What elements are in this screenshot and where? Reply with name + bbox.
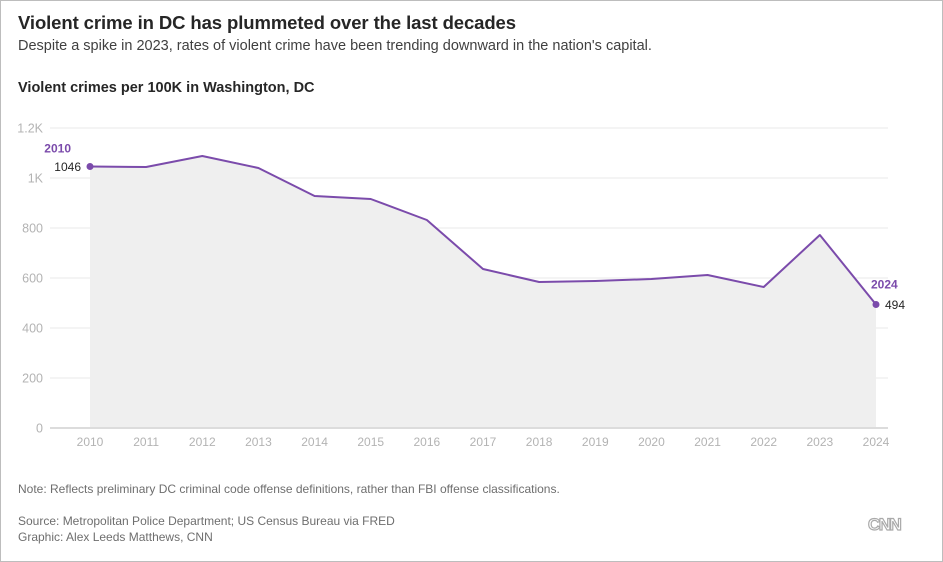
x-tick-label: 2022 xyxy=(750,435,777,449)
y-tick-label: 800 xyxy=(22,222,43,236)
x-tick-label: 2020 xyxy=(638,435,665,449)
graphic-credit: Graphic: Alex Leeds Matthews, CNN xyxy=(18,530,213,544)
y-tick-label: 1.2K xyxy=(17,122,43,136)
y-tick-label: 0 xyxy=(36,422,43,436)
annotation-year-label: 2024 xyxy=(871,278,898,292)
data-point xyxy=(86,163,94,170)
source-text: Source: Metropolitan Police Department; … xyxy=(18,514,395,528)
x-tick-label: 2010 xyxy=(77,435,104,449)
footnote: Note: Reflects preliminary DC criminal c… xyxy=(18,482,560,496)
x-tick-label: 2018 xyxy=(526,435,553,449)
x-tick-label: 2015 xyxy=(357,435,384,449)
area-fill xyxy=(90,156,876,428)
annotation-year-label: 2010 xyxy=(44,142,71,156)
x-tick-label: 2019 xyxy=(582,435,609,449)
chart-subtitle: Despite a spike in 2023, rates of violen… xyxy=(18,38,652,54)
annotation-value-label: 1046 xyxy=(54,160,81,174)
x-tick-label: 2017 xyxy=(470,435,497,449)
x-tick-label: 2012 xyxy=(189,435,216,449)
x-tick-label: 2011 xyxy=(133,435,159,449)
data-point xyxy=(872,301,880,308)
data-points xyxy=(86,163,880,308)
annotations: 2010 1046 2024 494 xyxy=(44,142,905,313)
x-tick-label: 2014 xyxy=(301,435,328,449)
y-axis-ticks: 0 200 400 600 800 1K 1.2K xyxy=(17,122,43,436)
y-tick-label: 1K xyxy=(28,172,44,186)
y-tick-label: 600 xyxy=(22,272,43,286)
x-tick-label: 2021 xyxy=(694,435,721,449)
x-axis-ticks: 2010 2011 2012 2013 2014 2015 2016 2017 2018 2019… xyxy=(77,435,890,449)
x-tick-label: 2016 xyxy=(414,435,441,449)
y-tick-label: 200 xyxy=(22,372,43,386)
x-tick-label: 2013 xyxy=(245,435,272,449)
y-tick-label: 400 xyxy=(22,322,43,336)
source-credit: Source: Metropolitan Police Department; … xyxy=(18,513,395,545)
annotation-value-label: 494 xyxy=(885,298,905,312)
series-line xyxy=(89,155,877,306)
cnn-logo: CNN xyxy=(867,514,902,534)
chart-label: Violent crimes per 100K in Washington, D… xyxy=(18,80,315,96)
x-tick-label: 2023 xyxy=(807,435,834,449)
chart-title: Violent crime in DC has plummeted over t… xyxy=(18,12,516,33)
x-tick-label: 2024 xyxy=(863,435,890,449)
